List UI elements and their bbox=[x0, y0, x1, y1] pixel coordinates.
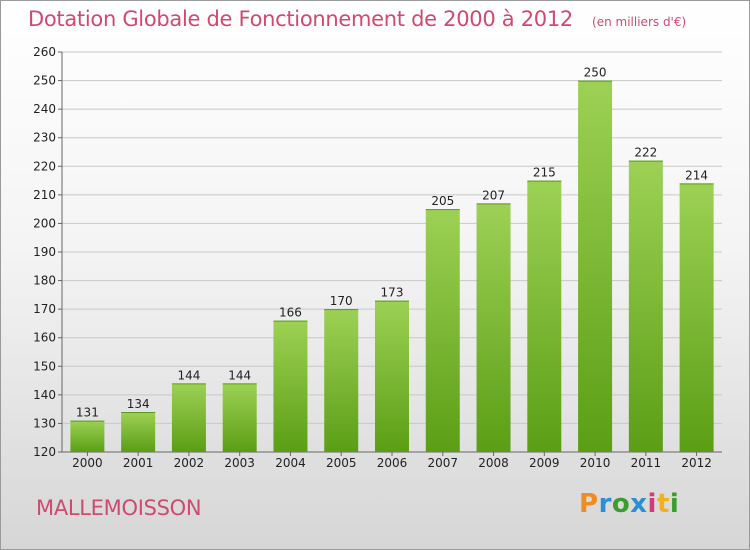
data-label-2007: 205 bbox=[431, 194, 454, 208]
y-tick-label: 160 bbox=[33, 331, 56, 345]
data-label-2005: 170 bbox=[330, 294, 353, 308]
x-tick-label-2009: 2009 bbox=[529, 456, 560, 470]
x-tick-label-2007: 2007 bbox=[427, 456, 458, 470]
y-tick-label: 130 bbox=[33, 416, 56, 430]
x-tick-label-2001: 2001 bbox=[123, 456, 154, 470]
data-label-2003: 144 bbox=[228, 368, 251, 382]
y-tick-label: 180 bbox=[33, 274, 56, 288]
data-label-2002: 144 bbox=[177, 368, 200, 382]
bar-2006[interactable] bbox=[375, 300, 409, 452]
bar-2011[interactable] bbox=[628, 160, 663, 453]
y-tick-label: 250 bbox=[33, 74, 56, 88]
x-tick-label-2000: 2000 bbox=[72, 456, 103, 470]
logo-letter: t bbox=[656, 489, 670, 519]
x-tick-label-2010: 2010 bbox=[580, 456, 611, 470]
logo-letter: P bbox=[579, 489, 599, 519]
proxiti-logo[interactable]: Proxiti bbox=[579, 489, 679, 519]
bar-2003[interactable] bbox=[222, 383, 257, 452]
bar-2005[interactable] bbox=[324, 309, 359, 452]
data-label-2009: 215 bbox=[533, 166, 556, 180]
bar-2004[interactable] bbox=[273, 320, 308, 452]
y-tick-label: 170 bbox=[33, 302, 56, 316]
y-tick-label: 220 bbox=[33, 159, 56, 173]
y-tick-label: 120 bbox=[33, 445, 56, 459]
x-tick-label-2011: 2011 bbox=[631, 456, 662, 470]
x-tick-label-2012: 2012 bbox=[681, 456, 712, 470]
x-tick-label-2006: 2006 bbox=[377, 456, 408, 470]
x-tick-label-2002: 2002 bbox=[174, 456, 205, 470]
bars bbox=[70, 80, 714, 453]
logo-letter: r bbox=[598, 489, 612, 519]
title-row: Dotation Globale de Fonctionnement de 20… bbox=[28, 7, 686, 31]
data-label-2010: 250 bbox=[584, 66, 607, 80]
logo-letter: i bbox=[669, 489, 680, 519]
y-tick-label: 150 bbox=[33, 359, 56, 373]
logo-letter: o bbox=[611, 489, 631, 519]
x-tick-label-2004: 2004 bbox=[275, 456, 306, 470]
x-tick-label-2005: 2005 bbox=[326, 456, 357, 470]
data-label-2011: 222 bbox=[634, 146, 657, 160]
x-tick-label-2008: 2008 bbox=[478, 456, 509, 470]
bar-2000[interactable] bbox=[70, 420, 105, 452]
data-label-2004: 166 bbox=[279, 306, 302, 320]
bar-2002[interactable] bbox=[171, 383, 206, 452]
y-tick-label: 200 bbox=[33, 216, 56, 230]
chart-subtitle: (en milliers d'€) bbox=[592, 15, 687, 29]
y-tick-label: 240 bbox=[33, 102, 56, 116]
commune-name: MALLEMOISSON bbox=[36, 496, 202, 520]
data-label-2012: 214 bbox=[685, 168, 708, 182]
logo-letter: x bbox=[630, 489, 648, 519]
bar-2012[interactable] bbox=[679, 183, 714, 452]
x-tick-label-2003: 2003 bbox=[224, 456, 255, 470]
bar-2001[interactable] bbox=[121, 412, 156, 452]
y-tick-label: 190 bbox=[33, 245, 56, 259]
data-label-2008: 207 bbox=[482, 188, 505, 202]
chart-title: Dotation Globale de Fonctionnement de 20… bbox=[28, 7, 573, 31]
y-tick-label: 260 bbox=[33, 45, 56, 59]
y-tick-label: 140 bbox=[33, 388, 56, 402]
data-label-2006: 173 bbox=[381, 286, 404, 300]
data-label-2000: 131 bbox=[76, 406, 99, 420]
y-tick-label: 210 bbox=[33, 188, 56, 202]
logo-letter: i bbox=[647, 489, 657, 519]
data-label-2001: 134 bbox=[127, 397, 150, 411]
y-tick-label: 230 bbox=[33, 131, 56, 145]
bar-2007[interactable] bbox=[425, 209, 460, 452]
bar-2008[interactable] bbox=[476, 203, 511, 452]
labels: 120 130 140 150 160 170 180 190 200 210 220 230 240 2… bbox=[33, 45, 712, 470]
bar-2010[interactable] bbox=[578, 80, 613, 453]
bar-2009[interactable] bbox=[527, 180, 562, 453]
